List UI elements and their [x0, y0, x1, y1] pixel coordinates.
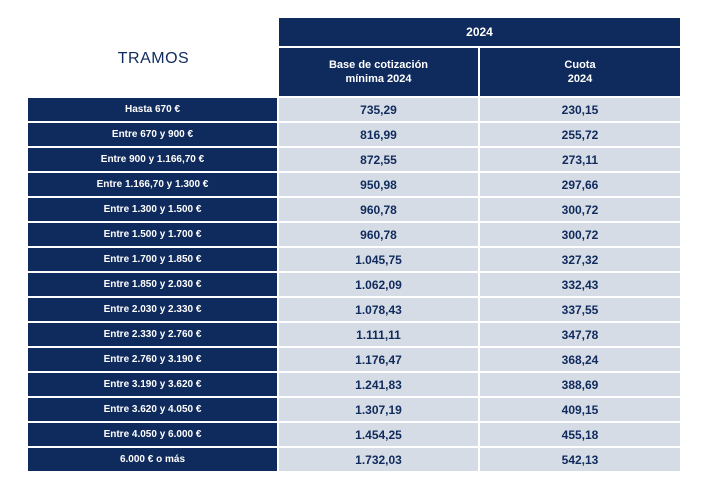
- table-row: Entre 1.700 y 1.850 €1.045,75 327,32: [28, 248, 680, 271]
- tramo-cell: Entre 670 y 900 €: [28, 123, 277, 146]
- column-header-base-line2: mínima 2024: [345, 73, 412, 85]
- base-cell: 1.111,11: [279, 323, 478, 346]
- cuota-cell: 368,24: [480, 348, 680, 371]
- column-header-base: Base de cotización mínima 2024: [279, 48, 478, 96]
- table-row: Entre 2.760 y 3.190 €1.176,47 368,24: [28, 348, 680, 371]
- base-cell: 960,78: [279, 223, 478, 246]
- table-row: Entre 1.500 y 1.700 €960,78 300,72: [28, 223, 680, 246]
- tramo-cell: Entre 1.850 y 2.030 €: [28, 273, 277, 296]
- cuota-cell: 300,72: [480, 198, 680, 221]
- cuota-cell: 388,69: [480, 373, 680, 396]
- table-row: Entre 2.030 y 2.330 €1.078,43 337,55: [28, 298, 680, 321]
- cuota-cell: 230,15: [480, 98, 680, 121]
- table-row: Entre 670 y 900 €816,99 255,72: [28, 123, 680, 146]
- column-header-cuota: Cuota 2024: [480, 48, 680, 96]
- tramo-cell: Entre 2.330 y 2.760 €: [28, 323, 277, 346]
- base-cell: 950,98: [279, 173, 478, 196]
- base-cell: 1.062,09: [279, 273, 478, 296]
- cuota-cell: 409,15: [480, 398, 680, 421]
- cuota-cell: 337,55: [480, 298, 680, 321]
- base-cell: 1.454,25: [279, 423, 478, 446]
- cuota-cell: 455,18: [480, 423, 680, 446]
- base-cell: 1.176,47: [279, 348, 478, 371]
- cuota-cell: 297,66: [480, 173, 680, 196]
- cuota-cell: 327,32: [480, 248, 680, 271]
- cuota-cell: 273,11: [480, 148, 680, 171]
- tramo-cell: Entre 2.030 y 2.330 €: [28, 298, 277, 321]
- table-row: Entre 1.850 y 2.030 €1.062,09 332,43: [28, 273, 680, 296]
- tramo-cell: Hasta 670 €: [28, 98, 277, 121]
- tramo-cell: Entre 900 y 1.166,70 €: [28, 148, 277, 171]
- tramo-cell: Entre 1.300 y 1.500 €: [28, 198, 277, 221]
- cuota-cell: 347,78: [480, 323, 680, 346]
- table-row: Entre 4.050 y 6.000 €1.454,25 455,18: [28, 423, 680, 446]
- tramo-cell: Entre 1.166,70 y 1.300 €: [28, 173, 277, 196]
- table-row: Hasta 670 €735,29 230,15: [28, 98, 680, 121]
- base-cell: 960,78: [279, 198, 478, 221]
- base-cell: 872,55: [279, 148, 478, 171]
- cuota-cell: 542,13: [480, 448, 680, 471]
- table-row: Entre 900 y 1.166,70 €872,55 273,11: [28, 148, 680, 171]
- base-cell: 735,29: [279, 98, 478, 121]
- cuota-cell: 332,43: [480, 273, 680, 296]
- base-cell: 1.307,19: [279, 398, 478, 421]
- table-row: 6.000 € o más 1.732,03 542,13: [28, 448, 680, 471]
- table-row: Entre 2.330 y 2.760 €1.111,11 347,78: [28, 323, 680, 346]
- tramo-cell: Entre 1.700 y 1.850 €: [28, 248, 277, 271]
- table-row: Entre 1.300 y 1.500 €960,78 300,72: [28, 198, 680, 221]
- table-row: Entre 1.166,70 y 1.300 €950,98 297,66: [28, 173, 680, 196]
- tramo-cell: Entre 2.760 y 3.190 €: [28, 348, 277, 371]
- column-header-cuota-line2: 2024: [567, 73, 593, 85]
- base-cell: 816,99: [279, 123, 478, 146]
- table-row: Entre 3.620 y 4.050 €1.307,19 409,15: [28, 398, 680, 421]
- column-header-cuota-line1: Cuota: [564, 59, 596, 71]
- tramo-cell: Entre 4.050 y 6.000 €: [28, 423, 277, 446]
- cuota-cell: 255,72: [480, 123, 680, 146]
- base-cell: 1.732,03: [279, 448, 478, 471]
- column-header-base-line1: Base de cotización: [328, 59, 429, 71]
- table-body: Hasta 670 €735,29 230,15 Entre 670 y 900 €…: [28, 98, 680, 473]
- base-cell: 1.078,43: [279, 298, 478, 321]
- base-cell: 1.045,75: [279, 248, 478, 271]
- tramo-cell: Entre 3.620 y 4.050 €: [28, 398, 277, 421]
- base-cell: 1.241,83: [279, 373, 478, 396]
- tramos-title: TRAMOS: [117, 50, 190, 67]
- tramo-cell: Entre 1.500 y 1.700 €: [28, 223, 277, 246]
- tramo-cell: Entre 3.190 y 3.620 €: [28, 373, 277, 396]
- year-header: 2024: [279, 18, 680, 46]
- tramo-cell: 6.000 € o más: [28, 448, 277, 471]
- cuota-cell: 300,72: [480, 223, 680, 246]
- table-row: Entre 3.190 y 3.620 €1.241,83 388,69: [28, 373, 680, 396]
